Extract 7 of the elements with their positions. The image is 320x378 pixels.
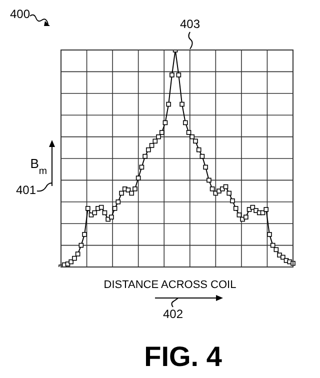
- x-axis-title: DISTANCE ACROSS COIL: [104, 279, 236, 291]
- caption: FIG. 4: [144, 341, 222, 372]
- text: 400: [10, 7, 30, 21]
- y-axis-title: B$_{m}$: [30, 156, 47, 176]
- text: 403: [180, 17, 200, 31]
- text: 401: [16, 183, 36, 197]
- text: 402: [162, 307, 184, 321]
